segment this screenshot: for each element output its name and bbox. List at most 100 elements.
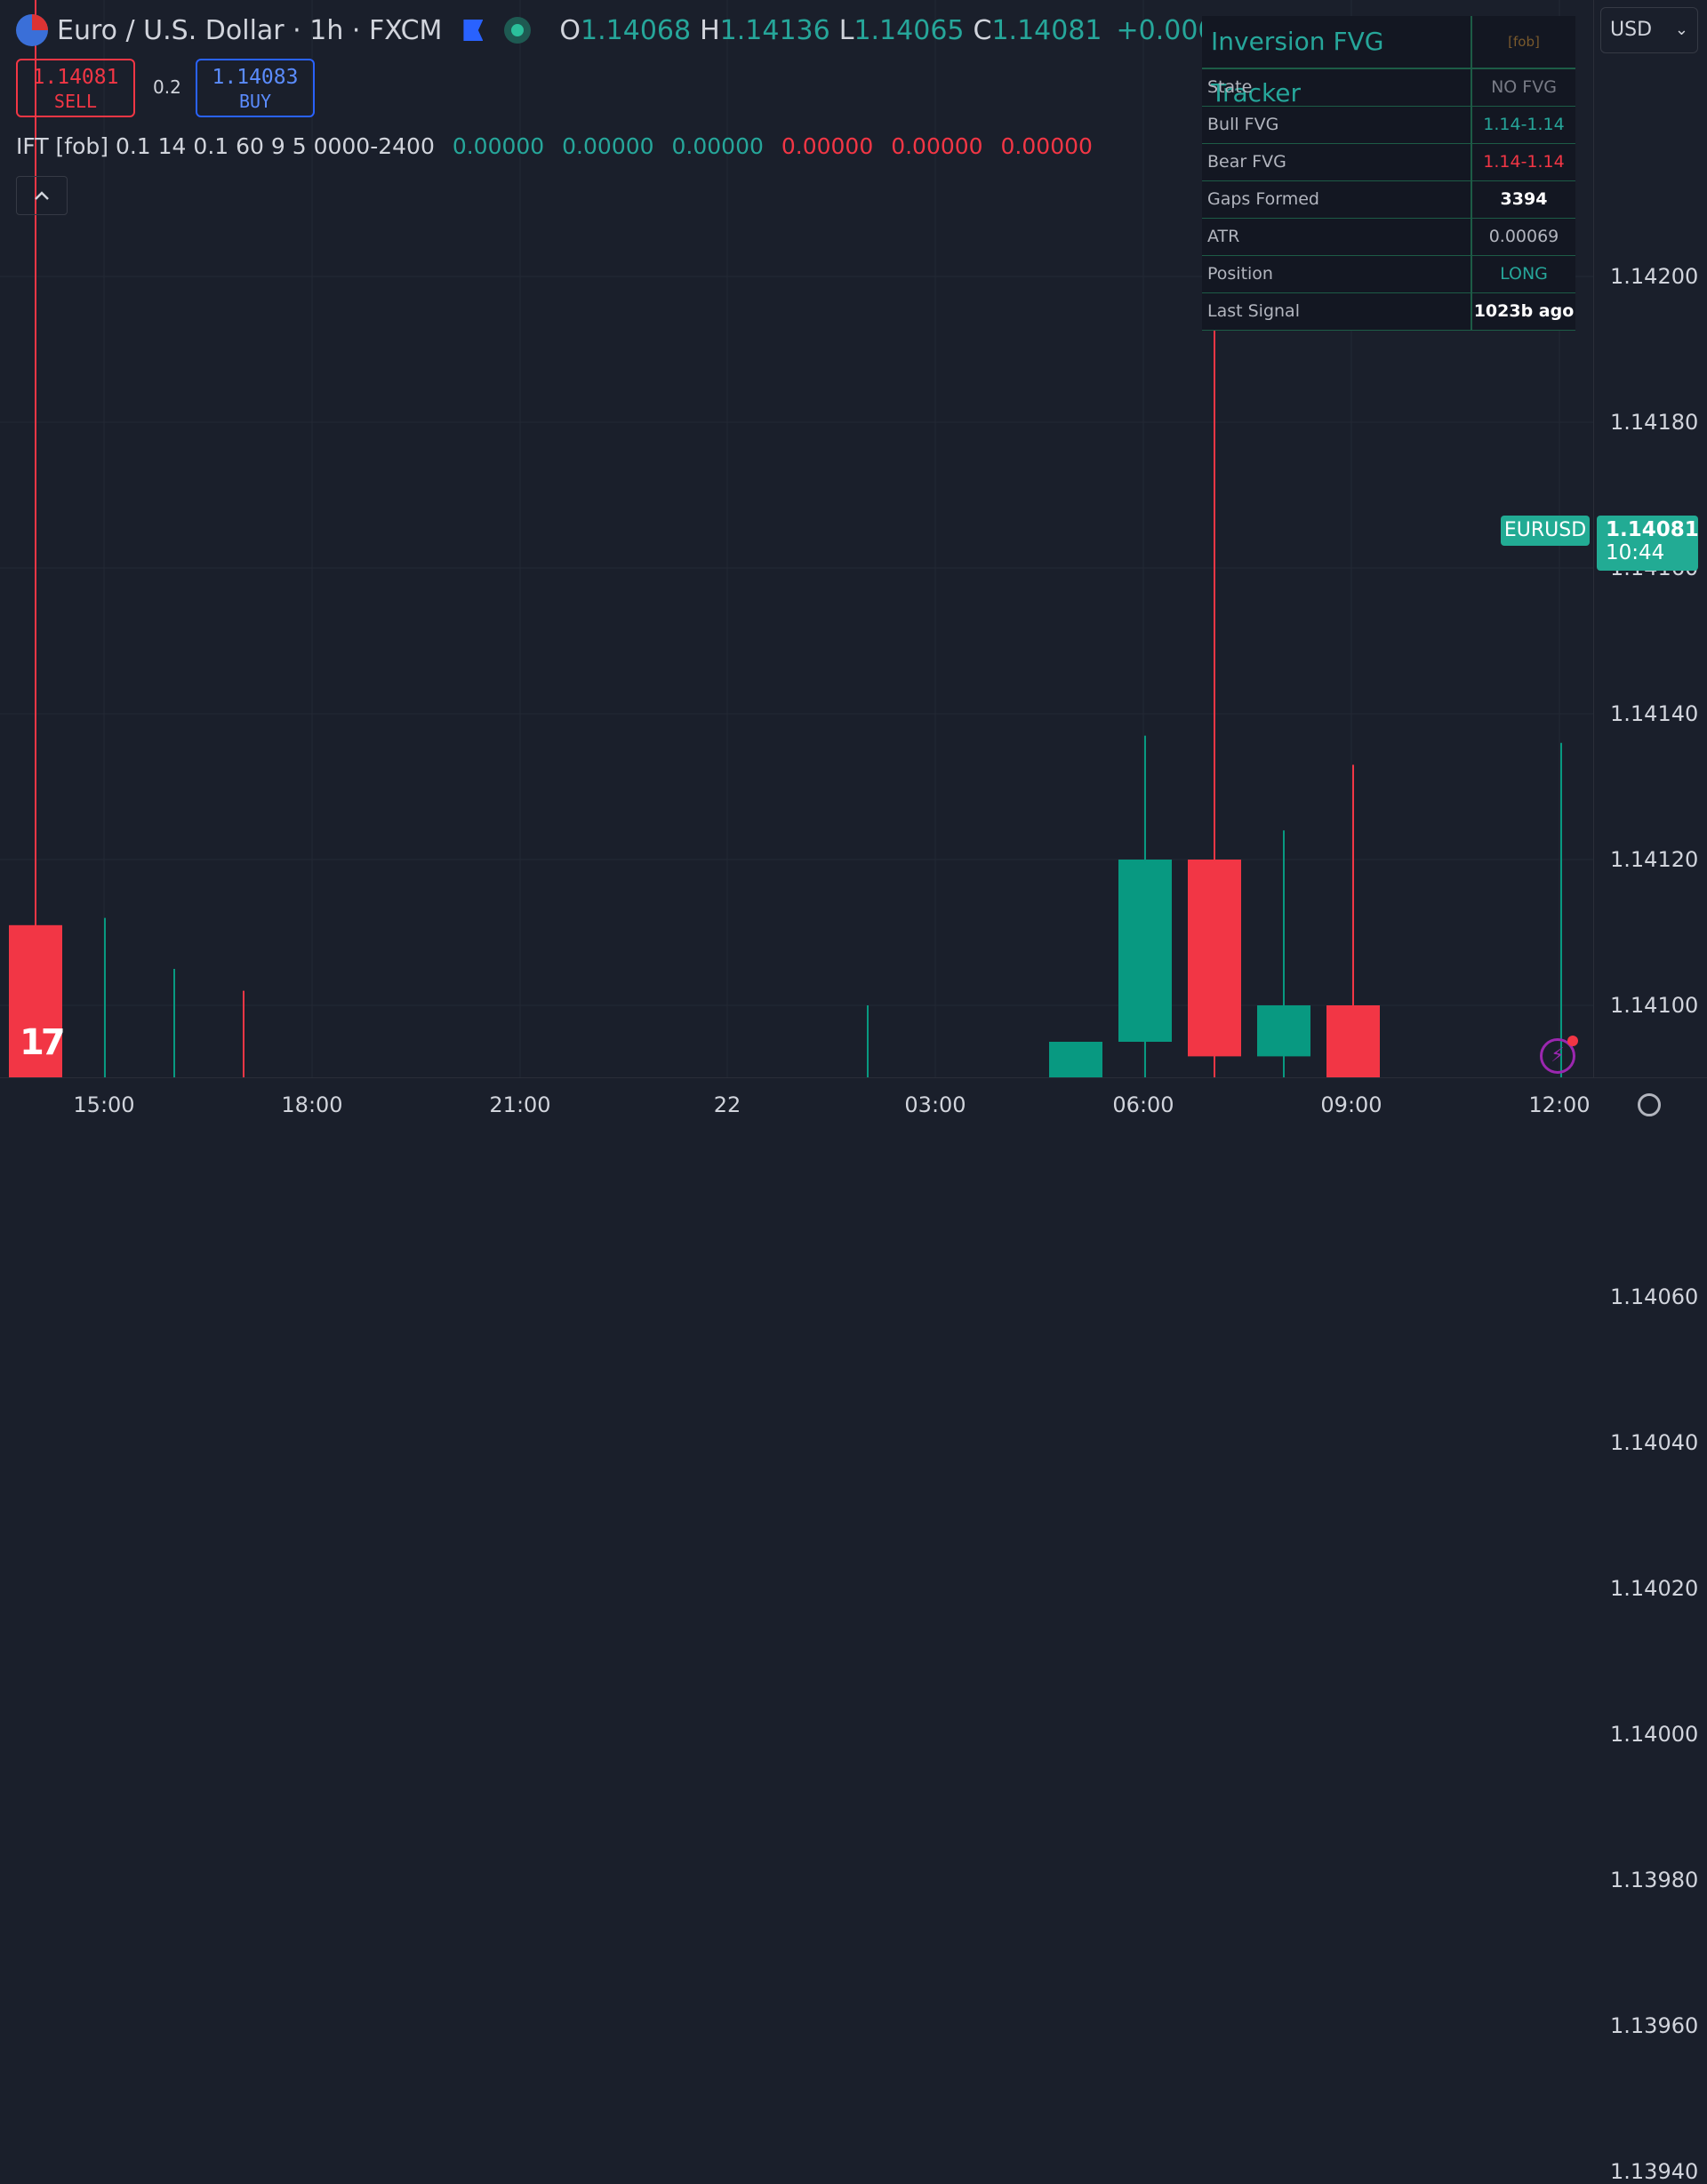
time-tick-label: 18:00	[281, 1092, 343, 1117]
candle	[867, 1005, 869, 1077]
sell-button[interactable]: 1.14081 SELL	[16, 59, 135, 117]
close-label: C	[973, 14, 992, 46]
price-tick-label: 1.13940	[1610, 2159, 1699, 2184]
tracker-row: Bear FVG 1.14-1.14	[1202, 144, 1575, 181]
time-tick-label: 12:00	[1528, 1092, 1591, 1117]
candle	[1560, 742, 1562, 1077]
tracker-key: Position	[1202, 256, 1472, 292]
indicator-value: 0.00000	[562, 133, 654, 159]
indicator-name: IFT [fob] 0.1 14 0.1 60 9 5 0000-2400	[16, 133, 435, 159]
candle-body	[1188, 860, 1241, 1057]
tracker-row: Last Signal 1023b ago	[1202, 293, 1575, 331]
buy-label: BUY	[238, 91, 272, 112]
bar-countdown: 10:44	[1606, 541, 1665, 564]
tracker-row: Gaps Formed 3394	[1202, 181, 1575, 219]
fvg-tracker-table: Inversion FVG Tracker [fob] State NO FVG B…	[1202, 16, 1575, 331]
price-tick-label: 1.14180	[1610, 410, 1699, 435]
candle	[9, 0, 62, 1077]
collapse-legend-button[interactable]	[16, 176, 68, 215]
time-tick-label: 06:00	[1112, 1092, 1174, 1117]
candles	[9, 0, 1562, 1077]
price-tick-label: 1.14000	[1610, 1722, 1699, 1747]
candle	[243, 990, 244, 1077]
tracker-value: 1023b ago	[1473, 301, 1575, 321]
lightning-icon[interactable]: ⚡	[1540, 1036, 1578, 1074]
open-value: 1.14068	[581, 14, 692, 46]
tracker-row: Bull FVG 1.14-1.14	[1202, 107, 1575, 144]
tracker-row: State NO FVG	[1202, 69, 1575, 107]
candle	[1188, 276, 1241, 1077]
candle	[173, 969, 175, 1077]
low-value: 1.14065	[854, 14, 965, 46]
indicator-value: 0.00000	[671, 133, 764, 159]
tracker-value: LONG	[1500, 264, 1548, 284]
high-value: 1.14136	[719, 14, 830, 46]
tracker-key: Last Signal	[1202, 293, 1472, 330]
currency-flag-icon	[16, 14, 48, 46]
market-status-icon[interactable]	[504, 17, 532, 44]
current-price: 1.14081	[1606, 518, 1699, 541]
price-tick-label: 1.14040	[1610, 1430, 1699, 1455]
candle-body	[1257, 1005, 1310, 1057]
high-label: H	[700, 14, 720, 46]
time-tick-label: 09:00	[1320, 1092, 1382, 1117]
candle	[1118, 735, 1172, 1077]
close-value: 1.14081	[991, 14, 1102, 46]
tradingview-logo[interactable]: 17	[20, 1022, 66, 1063]
flag-icon[interactable]	[463, 20, 484, 41]
indicator-legend[interactable]: IFT [fob] 0.1 14 0.1 60 9 5 0000-2400 0.…	[16, 133, 1093, 159]
low-label: L	[838, 14, 854, 46]
buy-price: 1.14083	[212, 66, 299, 89]
price-tick-label: 1.14060	[1610, 1284, 1699, 1309]
price-tick-label: 1.14020	[1610, 1576, 1699, 1601]
candle-body	[1118, 860, 1172, 1042]
buy-button[interactable]: 1.14083 BUY	[196, 59, 315, 117]
candle	[1257, 830, 1310, 1077]
sell-label: SELL	[53, 91, 98, 112]
time-tick-label: 21:00	[489, 1092, 551, 1117]
tracker-key: Bull FVG	[1202, 107, 1472, 143]
settings-gear-icon[interactable]	[1638, 1093, 1661, 1116]
time-tick-label: 15:00	[73, 1092, 135, 1117]
price-tick-label: 1.14120	[1610, 847, 1699, 872]
candle-body	[1326, 1005, 1380, 1077]
time-axis[interactable]: 15:00 18:00 21:00 22 03:00 06:00 09:00 12:00	[0, 1077, 1707, 1132]
tracker-key: ATR	[1202, 219, 1472, 255]
tracker-row: ATR 0.00069	[1202, 219, 1575, 256]
price-chart[interactable]	[0, 0, 1593, 1077]
candle-body	[9, 924, 62, 1077]
tracker-row: Position LONG	[1202, 256, 1575, 293]
tracker-value: 3394	[1500, 189, 1548, 209]
spread-value: 0.2	[153, 76, 181, 98]
tracker-tag: [fob]	[1508, 34, 1540, 50]
symbol-price-tag: EURUSD	[1501, 516, 1590, 546]
candle	[1049, 1042, 1102, 1077]
price-tick-label: 1.14140	[1610, 701, 1699, 726]
symbol-legend: Euro / U.S. Dollar · 1h · FXCM O 1.14068 …	[16, 11, 1385, 50]
currency-select[interactable]: USD ⌄	[1600, 7, 1698, 53]
tracker-key: Bear FVG	[1202, 144, 1472, 180]
tracker-value: NO FVG	[1491, 77, 1557, 97]
tracker-value: 1.14-1.14	[1483, 152, 1565, 172]
price-tick-label: 1.14200	[1610, 264, 1699, 289]
indicator-value: 0.00000	[452, 133, 545, 159]
indicator-value: 0.00000	[781, 133, 874, 159]
tracker-key: Gaps Formed	[1202, 181, 1472, 218]
price-tick-label: 1.13960	[1610, 2013, 1699, 2038]
open-label: O	[559, 14, 581, 46]
time-tick-label: 22	[713, 1092, 741, 1117]
current-price-label: 1.14081 10:44	[1597, 516, 1699, 571]
indicator-value: 0.00000	[891, 133, 983, 159]
candle-body	[1049, 1042, 1102, 1077]
chevron-down-icon: ⌄	[1674, 20, 1688, 39]
time-tick-label: 03:00	[904, 1092, 966, 1117]
price-tick-label: 1.13980	[1610, 1868, 1699, 1892]
currency-value: USD	[1610, 19, 1653, 41]
tracker-value: 0.00069	[1488, 227, 1559, 246]
sell-price: 1.14081	[32, 66, 119, 89]
chevron-up-icon	[35, 191, 49, 200]
tracker-key: State	[1202, 69, 1472, 106]
price-tick-label: 1.14100	[1610, 993, 1699, 1018]
indicator-value: 0.00000	[1000, 133, 1093, 159]
symbol-title[interactable]: Euro / U.S. Dollar · 1h · FXCM	[57, 14, 443, 46]
